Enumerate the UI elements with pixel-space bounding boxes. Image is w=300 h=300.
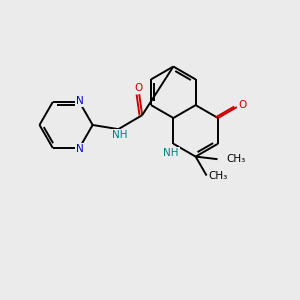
Text: NH: NH — [163, 148, 179, 158]
Text: N: N — [76, 96, 84, 106]
Text: CH₃: CH₃ — [226, 154, 246, 164]
Text: O: O — [238, 100, 246, 110]
Text: CH₃: CH₃ — [208, 170, 227, 181]
Text: N: N — [76, 144, 84, 154]
Text: O: O — [135, 83, 143, 93]
Text: NH: NH — [112, 130, 127, 140]
